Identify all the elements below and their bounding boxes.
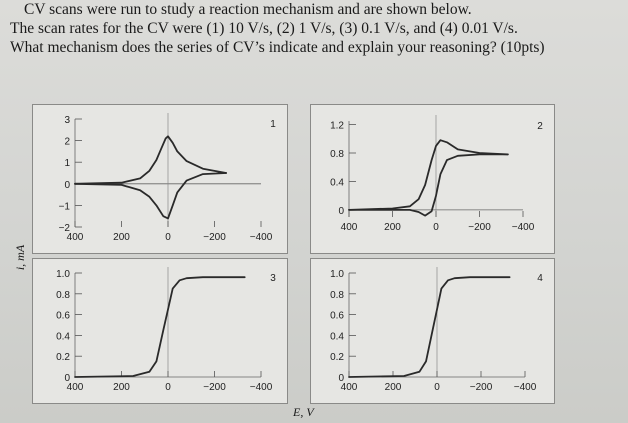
y-tick-label: 0.4 [56, 331, 70, 342]
y-tick-label: 0.8 [330, 149, 344, 160]
x-tick-label: 0 [165, 382, 171, 393]
cv-series-reverse [348, 153, 509, 217]
cv-series-forward [348, 139, 509, 211]
panel-number-label: 3 [270, 273, 276, 284]
y-tick-label: 3 [64, 115, 70, 126]
y-tick-label: 0.4 [330, 331, 344, 342]
x-axis-label: E, V [293, 405, 314, 419]
x-tick-label: −400 [250, 232, 273, 243]
y-tick-label: 1.2 [330, 121, 344, 132]
x-tick-label: −400 [250, 382, 273, 393]
panel-number-label: 1 [270, 119, 276, 130]
y-tick-label: 0.6 [56, 311, 70, 322]
x-tick-label: −200 [470, 382, 493, 393]
cv-panel-4: 1.0 0.8 0.6 0.4 0.2 0 400 200 0 −200 −400 4 [310, 258, 555, 404]
y-tick-label: 0 [338, 373, 344, 384]
x-tick-label: 400 [67, 382, 84, 393]
question-text: CV scans were run to study a reaction me… [10, 0, 620, 57]
x-tick-label: −400 [512, 222, 535, 233]
y-tick-label: 0.6 [330, 311, 344, 322]
x-tick-label: 400 [341, 222, 358, 233]
y-tick-label: −2 [59, 223, 71, 234]
cv-series-forward [74, 135, 227, 185]
question-line-3: What mechanism does the series of CV’s i… [10, 39, 545, 56]
cv-panel-2: 1.2 0.8 0.4 0 400 200 0 −200 −400 2 [310, 104, 555, 254]
cv-series-forward [74, 276, 246, 378]
panel-number-label: 4 [537, 273, 543, 284]
x-tick-label: −200 [203, 382, 226, 393]
y-tick-label: 0 [338, 206, 344, 217]
x-tick-label: −400 [514, 382, 537, 393]
y-tick-label: 0 [64, 180, 70, 191]
x-tick-label: 0 [434, 382, 440, 393]
cv-series-reverse [74, 172, 227, 220]
x-tick-label: 400 [67, 232, 84, 243]
y-tick-label: −1 [59, 201, 71, 212]
x-tick-label: 0 [433, 222, 439, 233]
y-tick-label: 1.0 [330, 269, 344, 280]
y-tick-label: 0 [64, 373, 70, 384]
y-tick-label: 0.4 [330, 177, 344, 188]
x-tick-label: 200 [385, 382, 402, 393]
y-tick-label: 2 [64, 137, 70, 148]
question-line-1: CV scans were run to study a reaction me… [24, 1, 472, 18]
x-tick-label: 0 [165, 232, 171, 243]
x-tick-label: −200 [468, 222, 491, 233]
y-tick-label: 1 [64, 158, 70, 169]
cv-panel-1: 3 2 1 0 −1 −2 400 200 0 −200 −400 1 [32, 104, 288, 254]
y-tick-label: 1.0 [56, 269, 70, 280]
cv-series-forward [348, 276, 511, 378]
cv-chart-svg: 1.2 0.8 0.4 0 400 200 0 −200 −400 2 [330, 115, 543, 233]
x-tick-label: 200 [113, 232, 130, 243]
panel-number-label: 2 [537, 121, 543, 132]
cv-panel-3: 1.0 0.8 0.6 0.4 0.2 0 400 200 0 −200 −400 3 [32, 258, 288, 404]
y-axis-label: i, mA [13, 244, 28, 271]
x-tick-label: −200 [203, 232, 226, 243]
y-tick-label: 0.8 [330, 290, 344, 301]
y-tick-label: 0.2 [330, 352, 344, 363]
question-line-2: The scan rates for the CV were (1) 10 V/… [10, 20, 518, 37]
x-tick-label: 200 [384, 222, 401, 233]
y-tick-label: 0.2 [56, 352, 70, 363]
x-tick-label: 400 [341, 382, 358, 393]
y-tick-label: 0.8 [56, 290, 70, 301]
x-tick-label: 200 [113, 382, 130, 393]
